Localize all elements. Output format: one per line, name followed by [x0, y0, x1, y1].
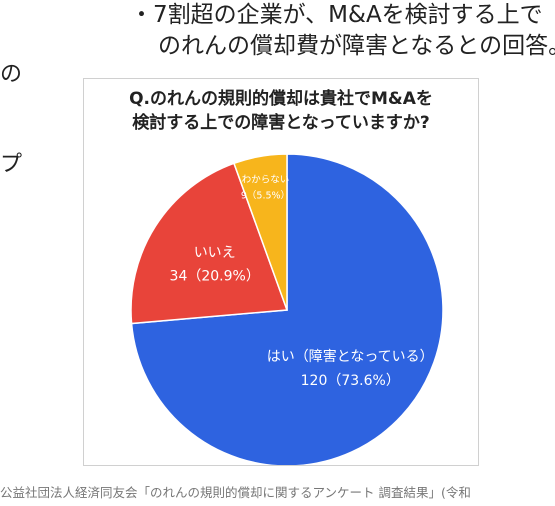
pie-chart-frame: Q.のれんの規則的償却は貴社でM&Aを 検討する上での障害となっていますか? は…: [83, 78, 479, 466]
source-footnote: 公益社団法人経済同友会「のれんの規則的償却に関するアンケート 調査結果」(令和: [0, 485, 471, 500]
slice-label-3: わからない: [242, 174, 290, 185]
bullet-line-2: のれんの償却費が障害となるとの回答。: [158, 33, 555, 59]
slice-label-1: はい（障害となっている）: [267, 349, 434, 365]
chart-title-line-2: 検討する上での障害となっていますか?: [132, 113, 430, 133]
slice-value-3: 9（5.5%）: [241, 189, 290, 201]
pie-chart: はい（障害となっている） 120（73.6%） いいえ 34（20.9%） わからない 9…: [130, 153, 444, 465]
chart-title-line-1: Q.のれんの規則的償却は貴社でM&Aを: [129, 89, 433, 109]
slice-label-2: いいえ: [194, 245, 236, 261]
bullet-line-1: ・7割超の企業が、M&Aを検討する上で: [130, 2, 543, 28]
slice-value-1: 120（73.6%）: [301, 373, 400, 389]
side-text-line-2: プ: [0, 152, 23, 177]
chart-title: Q.のれんの規則的償却は貴社でM&Aを 検討する上での障害となっていますか?: [84, 87, 478, 135]
slice-value-2: 34（20.9%）: [170, 269, 260, 285]
pie-slice-3: [232, 153, 288, 311]
side-text-line-1: の: [0, 62, 23, 87]
side-text: の プ: [0, 0, 60, 210]
bullet-text: ・7割超の企業が、M&Aを検討する上で のれんの償却費が障害となるとの回答。: [130, 0, 555, 62]
